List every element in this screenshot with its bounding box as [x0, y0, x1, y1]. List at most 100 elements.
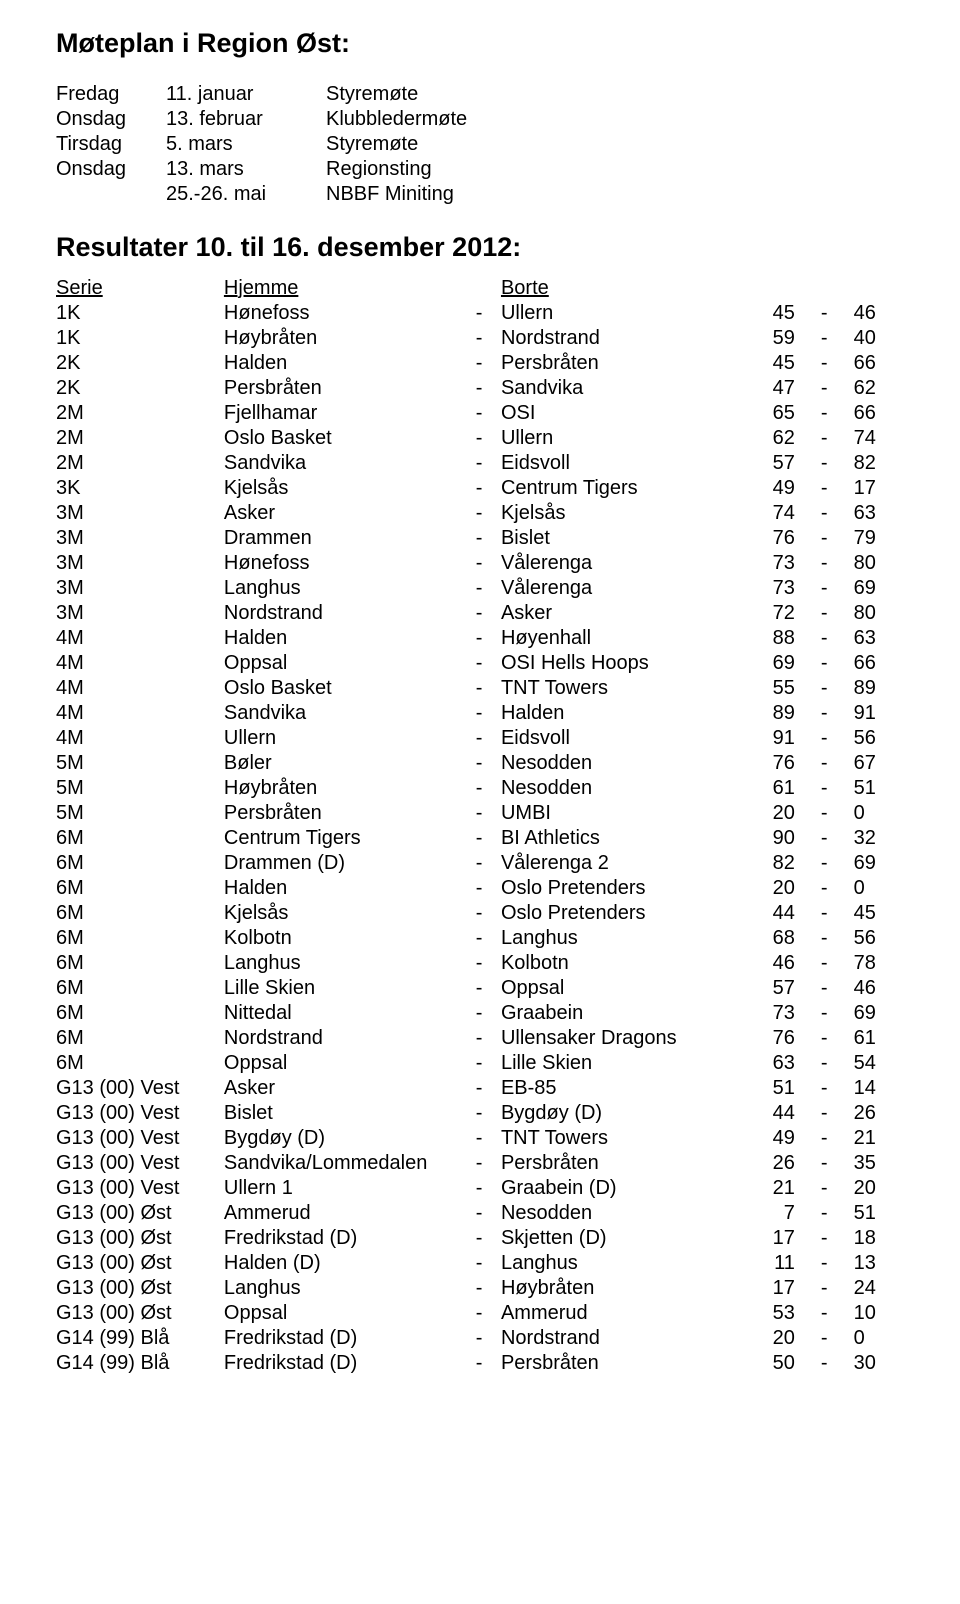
cell-score-home: 17	[744, 1277, 794, 1302]
meeting-day: Onsdag	[56, 108, 166, 133]
cell-score-away: 63	[854, 627, 904, 652]
cell-score-home: 17	[744, 1227, 794, 1252]
result-row: G13 (00) VestUllern 1-Graabein (D)21-20	[56, 1177, 904, 1202]
cell-away: Centrum Tigers	[501, 477, 744, 502]
cell-score-away: 13	[854, 1252, 904, 1277]
cell-score-home: 44	[744, 1102, 794, 1127]
cell-score-away: 0	[854, 802, 904, 827]
cell-score-away: 66	[854, 652, 904, 677]
cell-dash: -	[476, 1177, 501, 1202]
cell-score-sep: -	[795, 1027, 854, 1052]
cell-score-away: 62	[854, 377, 904, 402]
cell-serie: G13 (00) Vest	[56, 1127, 224, 1152]
cell-dash: -	[476, 852, 501, 877]
meeting-date: 13. mars	[166, 158, 326, 183]
cell-score-away: 89	[854, 677, 904, 702]
result-row: G13 (00) VestBygdøy (D)-TNT Towers49-21	[56, 1127, 904, 1152]
cell-score-sep: -	[795, 1252, 854, 1277]
cell-score-sep: -	[795, 902, 854, 927]
cell-score-away: 69	[854, 852, 904, 877]
cell-dash: -	[476, 1252, 501, 1277]
result-row: G13 (00) VestSandvika/Lommedalen-Persbrå…	[56, 1152, 904, 1177]
cell-score-sep: -	[795, 1152, 854, 1177]
cell-score-home: 50	[744, 1352, 794, 1377]
cell-score-away: 82	[854, 452, 904, 477]
meeting-row: Onsdag13. marsRegionsting	[56, 158, 467, 183]
cell-score-home: 20	[744, 802, 794, 827]
cell-dash: -	[476, 602, 501, 627]
cell-score-sep: -	[795, 1127, 854, 1152]
result-row: G13 (00) VestBislet-Bygdøy (D)44-26	[56, 1102, 904, 1127]
cell-away: OSI	[501, 402, 744, 427]
cell-serie: 5M	[56, 777, 224, 802]
cell-dash: -	[476, 727, 501, 752]
cell-away: Vålerenga	[501, 552, 744, 577]
cell-dash: -	[476, 377, 501, 402]
cell-score-home: 26	[744, 1152, 794, 1177]
result-row: 6MNittedal-Graabein73-69	[56, 1002, 904, 1027]
cell-home: Fredrikstad (D)	[224, 1352, 476, 1377]
cell-score-home: 63	[744, 1052, 794, 1077]
meeting-date: 13. februar	[166, 108, 326, 133]
cell-home: Høybråten	[224, 327, 476, 352]
cell-score-away: 67	[854, 752, 904, 777]
cell-away: Vålerenga	[501, 577, 744, 602]
cell-away: Halden	[501, 702, 744, 727]
cell-away: Graabein	[501, 1002, 744, 1027]
cell-dash: -	[476, 352, 501, 377]
cell-score-sep: -	[795, 1177, 854, 1202]
cell-away: Kjelsås	[501, 502, 744, 527]
cell-dash: -	[476, 1027, 501, 1052]
cell-away: Ullern	[501, 427, 744, 452]
cell-dash: -	[476, 452, 501, 477]
cell-score-home: 82	[744, 852, 794, 877]
results-title: Resultater 10. til 16. desember 2012:	[56, 232, 904, 263]
cell-score-away: 46	[854, 302, 904, 327]
cell-serie: 2K	[56, 377, 224, 402]
result-row: 3MHønefoss-Vålerenga73-80	[56, 552, 904, 577]
cell-score-away: 56	[854, 927, 904, 952]
cell-dash: -	[476, 702, 501, 727]
cell-dash: -	[476, 627, 501, 652]
cell-home: Halden	[224, 352, 476, 377]
result-row: G14 (99) BlåFredrikstad (D)-Nordstrand20…	[56, 1327, 904, 1352]
cell-score-away: 21	[854, 1127, 904, 1152]
cell-score-sep: -	[795, 1102, 854, 1127]
cell-dash: -	[476, 1052, 501, 1077]
cell-score-away: 54	[854, 1052, 904, 1077]
results-header-row: Serie Hjemme Borte	[56, 277, 904, 302]
cell-serie: G13 (00) Øst	[56, 1252, 224, 1277]
cell-away: Nesodden	[501, 752, 744, 777]
cell-away: BI Athletics	[501, 827, 744, 852]
meeting-row: Fredag11. januarStyremøte	[56, 83, 467, 108]
cell-score-away: 56	[854, 727, 904, 752]
cell-score-home: 51	[744, 1077, 794, 1102]
result-row: 2KHalden-Persbråten45-66	[56, 352, 904, 377]
cell-score-sep: -	[795, 777, 854, 802]
cell-away: Oslo Pretenders	[501, 877, 744, 902]
result-row: 2MFjellhamar-OSI65-66	[56, 402, 904, 427]
cell-score-home: 76	[744, 752, 794, 777]
page-title: Møteplan i Region Øst:	[56, 28, 904, 59]
result-row: 4MSandvika-Halden89-91	[56, 702, 904, 727]
cell-serie: 1K	[56, 302, 224, 327]
cell-score-home: 7	[744, 1202, 794, 1227]
cell-score-sep: -	[795, 352, 854, 377]
cell-score-home: 53	[744, 1302, 794, 1327]
cell-serie: 4M	[56, 727, 224, 752]
meeting-date: 5. mars	[166, 133, 326, 158]
cell-dash: -	[476, 1352, 501, 1377]
cell-score-away: 24	[854, 1277, 904, 1302]
cell-score-sep: -	[795, 577, 854, 602]
cell-home: Halden	[224, 627, 476, 652]
cell-dash: -	[476, 302, 501, 327]
cell-home: Bøler	[224, 752, 476, 777]
cell-score-home: 88	[744, 627, 794, 652]
cell-score-sep: -	[795, 852, 854, 877]
result-row: G13 (00) ØstHalden (D)-Langhus11-13	[56, 1252, 904, 1277]
cell-score-sep: -	[795, 477, 854, 502]
cell-score-sep: -	[795, 927, 854, 952]
cell-score-sep: -	[795, 502, 854, 527]
cell-score-sep: -	[795, 702, 854, 727]
cell-score-home: 49	[744, 1127, 794, 1152]
